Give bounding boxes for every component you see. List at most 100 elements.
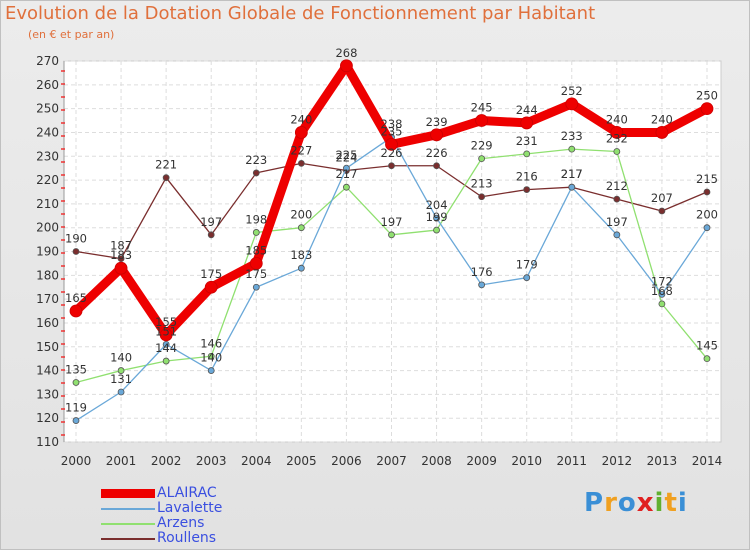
- data-point-alairac: [340, 59, 353, 73]
- legend-swatch: [101, 522, 155, 525]
- data-point-arzens: [343, 183, 350, 191]
- data-label-arzens: 168: [651, 284, 673, 298]
- data-label-lavalette: 172: [651, 274, 673, 288]
- data-label-lavalette: 175: [245, 267, 267, 281]
- logo-letter: P: [584, 488, 605, 518]
- y-tick-label: 180: [36, 268, 59, 282]
- y-tick-label: 170: [36, 292, 59, 306]
- data-point-lavalette: [703, 224, 711, 232]
- data-label-roullens: 212: [606, 179, 628, 193]
- data-label-arzens: 229: [471, 139, 493, 153]
- data-label-roullens: 217: [561, 167, 583, 181]
- data-point-alairac: [204, 280, 218, 294]
- x-tick-label: 2012: [602, 454, 633, 468]
- data-label-arzens: 233: [561, 129, 583, 143]
- data-label-arzens: 200: [290, 208, 312, 222]
- data-label-alairac: 245: [471, 101, 493, 115]
- data-point-arzens: [162, 357, 170, 365]
- data-point-alairac: [475, 114, 489, 127]
- data-label-arzens: 217: [335, 167, 357, 181]
- y-tick-label: 230: [36, 149, 59, 163]
- legend: ALAIRAC Lavalette Arzens Roullens: [101, 486, 222, 546]
- x-tick-label: 2005: [286, 454, 317, 468]
- data-point-roullens: [523, 186, 531, 193]
- data-label-arzens: 232: [606, 131, 628, 145]
- data-label-roullens: 227: [290, 143, 312, 157]
- data-point-roullens: [252, 169, 260, 177]
- y-tick-label: 150: [36, 340, 59, 354]
- x-tick-label: 2004: [241, 454, 272, 468]
- data-point-alairac: [700, 102, 714, 116]
- data-point-arzens: [703, 355, 711, 363]
- y-tick-label: 160: [36, 316, 59, 330]
- y-tick-label: 120: [36, 411, 59, 425]
- data-point-roullens: [117, 255, 125, 263]
- data-label-arzens: 140: [110, 351, 132, 365]
- data-label-arzens: 145: [696, 339, 718, 353]
- data-label-lavalette: 204: [426, 198, 448, 212]
- data-point-roullens: [478, 193, 486, 201]
- data-label-alairac: 252: [561, 84, 583, 98]
- data-label-alairac: 175: [200, 267, 222, 281]
- data-point-lavalette: [523, 274, 531, 282]
- x-tick-label: 2007: [376, 454, 407, 468]
- data-label-alairac: 239: [426, 115, 448, 129]
- data-label-lavalette: 131: [110, 372, 132, 386]
- y-tick-label: 110: [36, 435, 59, 449]
- y-tick-label: 200: [36, 221, 59, 235]
- data-point-arzens: [117, 367, 125, 374]
- logo-letter: x: [636, 488, 655, 518]
- y-tick-label: 190: [36, 245, 59, 259]
- data-point-roullens: [162, 174, 170, 182]
- logo-letter: i: [677, 488, 688, 518]
- data-label-arzens: 199: [426, 210, 448, 224]
- y-tick-label: 250: [36, 102, 59, 116]
- data-point-roullens: [613, 195, 621, 203]
- legend-item-arzens: Arzens: [101, 516, 222, 531]
- data-point-roullens: [297, 159, 305, 167]
- data-label-lavalette: 238: [381, 117, 403, 131]
- data-point-roullens: [388, 162, 395, 170]
- data-label-alairac: 183: [110, 248, 132, 262]
- data-point-lavalette: [72, 417, 80, 424]
- data-point-roullens: [658, 207, 666, 215]
- data-point-arzens: [72, 379, 80, 386]
- data-point-lavalette: [117, 388, 125, 396]
- data-point-alairac: [294, 126, 308, 139]
- data-label-roullens: 226: [426, 146, 448, 160]
- data-label-arzens: 231: [516, 134, 538, 148]
- data-label-lavalette: 119: [65, 401, 87, 415]
- data-label-lavalette: 217: [561, 167, 583, 181]
- legend-item-lavalette: Lavalette: [101, 501, 222, 516]
- data-point-alairac: [69, 304, 83, 318]
- data-label-roullens: 215: [696, 172, 718, 186]
- data-label-alairac: 155: [155, 315, 177, 329]
- data-point-arzens: [297, 224, 305, 232]
- data-point-roullens: [207, 231, 215, 239]
- data-point-lavalette: [613, 231, 621, 239]
- data-label-alairac: 165: [65, 291, 87, 305]
- x-tick-label: 2009: [466, 454, 497, 468]
- data-label-roullens: 190: [65, 232, 87, 246]
- logo-letter: i: [654, 488, 665, 518]
- data-label-alairac: 235: [381, 124, 403, 138]
- x-tick-label: 2011: [556, 454, 587, 468]
- data-label-lavalette: 225: [335, 148, 357, 162]
- data-label-roullens: 216: [516, 170, 538, 184]
- x-tick-label: 2008: [421, 454, 452, 468]
- y-tick-label: 240: [36, 125, 59, 139]
- data-label-lavalette: 176: [471, 265, 493, 279]
- legend-item-alairac: ALAIRAC: [101, 486, 222, 501]
- data-point-alairac: [114, 261, 128, 275]
- data-point-alairac: [159, 328, 173, 342]
- data-label-alairac: 240: [651, 112, 673, 126]
- data-point-lavalette: [478, 281, 486, 289]
- data-point-lavalette: [433, 214, 440, 222]
- legend-swatch: [101, 489, 155, 498]
- data-label-roullens: 207: [651, 191, 673, 205]
- data-point-roullens: [433, 162, 440, 170]
- data-label-alairac: 244: [516, 103, 538, 117]
- legend-label: Roullens: [157, 530, 217, 546]
- data-point-alairac: [430, 128, 443, 142]
